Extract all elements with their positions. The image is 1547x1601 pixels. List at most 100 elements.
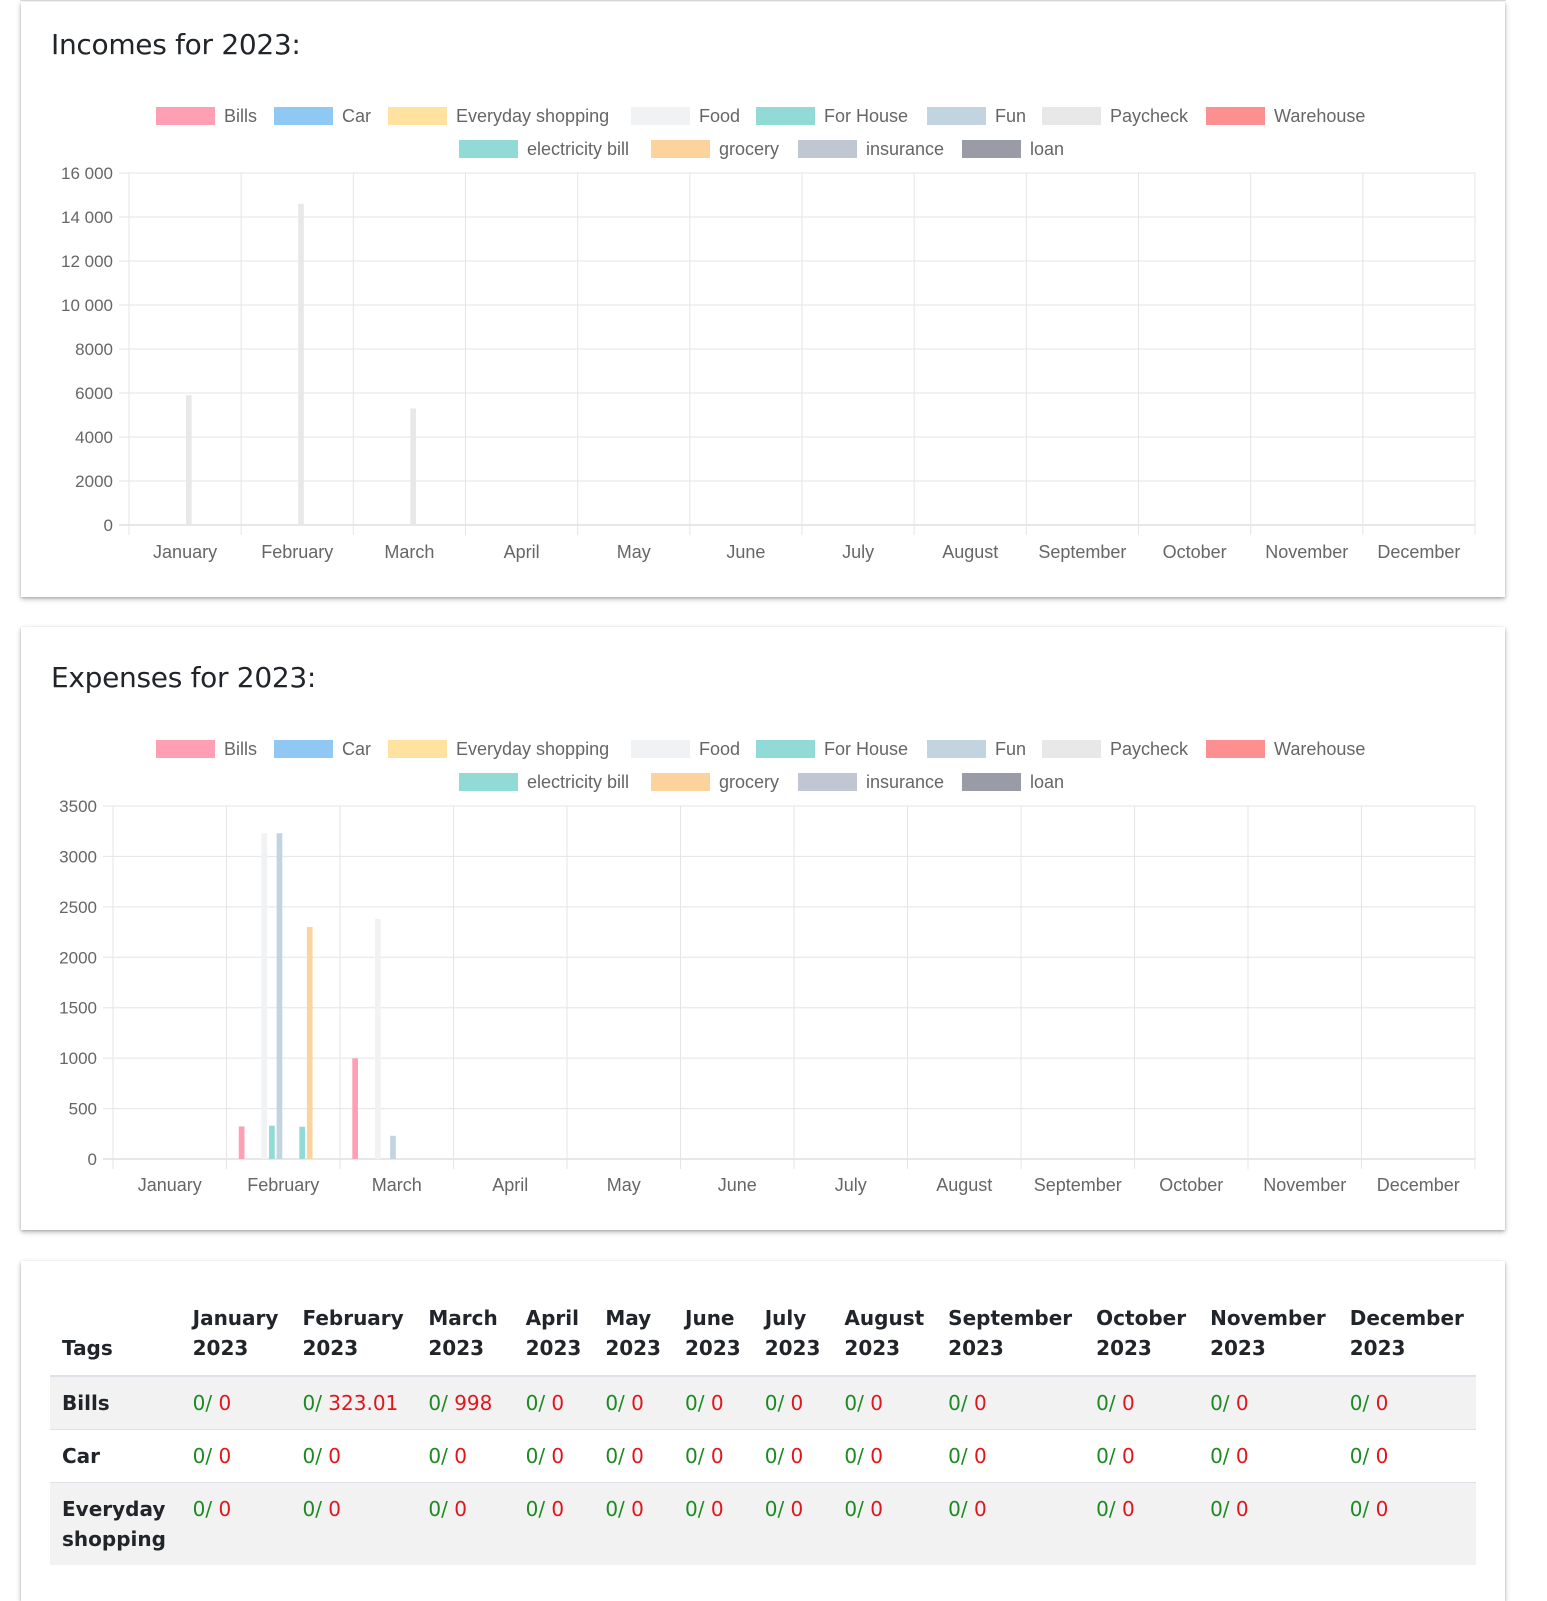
legend-item-for-house[interactable]: For House — [756, 106, 908, 126]
legend-swatch — [962, 773, 1021, 791]
legend-item-food[interactable]: Food — [631, 106, 740, 126]
header-april-2023: April 2023 — [513, 1289, 594, 1377]
month-cell: 0/ 0 — [513, 1429, 594, 1483]
expense-value: 0 — [212, 1391, 232, 1415]
legend-label: Fun — [995, 739, 1026, 759]
month-cell: 0/ 0 — [513, 1482, 594, 1565]
bars — [186, 203, 416, 526]
legend-item-insurance[interactable]: insurance — [798, 139, 944, 159]
legend-label: electricity bill — [527, 139, 629, 159]
legend-item-fun[interactable]: Fun — [927, 739, 1026, 759]
month-cell: 0/ 0 — [1084, 1375, 1199, 1430]
legend-item-warehouse[interactable]: Warehouse — [1206, 739, 1365, 759]
expense-value: 0 — [784, 1444, 804, 1468]
month-cell: 0/ 0 — [593, 1482, 674, 1565]
header-january-2023: January 2023 — [180, 1289, 291, 1377]
legend-item-loan[interactable]: loan — [962, 772, 1064, 792]
legend-label: Warehouse — [1274, 106, 1365, 126]
legend-item-fun[interactable]: Fun — [927, 106, 1026, 126]
expense-value: 0 — [1115, 1444, 1135, 1468]
legend-item-car[interactable]: Car — [274, 106, 371, 126]
month-cell: 0/ 998 — [416, 1375, 514, 1430]
legend-swatch — [631, 107, 690, 125]
legend-label: Paycheck — [1110, 106, 1189, 126]
expense-value: 0 — [1115, 1391, 1135, 1415]
bars — [238, 833, 396, 1159]
legend-item-electricity-bill[interactable]: electricity bill — [459, 772, 629, 792]
legend-item-car[interactable]: Car — [274, 739, 371, 759]
legend-item-electricity-bill[interactable]: electricity bill — [459, 139, 629, 159]
legend-item-paycheck[interactable]: Paycheck — [1042, 739, 1189, 759]
month-cell: 0/ 0 — [416, 1429, 514, 1483]
income-value: 0/ — [605, 1444, 625, 1468]
income-value: 0/ — [948, 1497, 968, 1521]
legend-swatch — [388, 107, 447, 125]
x-tick-label: June — [726, 542, 765, 562]
income-value: 0/ — [605, 1497, 625, 1521]
expense-value: 0 — [212, 1497, 232, 1521]
legend-item-everyday-shopping[interactable]: Everyday shopping — [388, 739, 609, 759]
legend-item-warehouse[interactable]: Warehouse — [1206, 106, 1365, 126]
bar-paycheck-march — [410, 408, 416, 525]
legend-item-grocery[interactable]: grocery — [651, 139, 779, 159]
expense-value: 0 — [704, 1444, 724, 1468]
x-tick-label: May — [617, 542, 651, 562]
y-tick-label: 500 — [69, 1100, 97, 1119]
expense-value: 0 — [784, 1497, 804, 1521]
header-december-2023: December 2023 — [1337, 1289, 1476, 1377]
legend-item-grocery[interactable]: grocery — [651, 772, 779, 792]
x-tick-label: November — [1265, 542, 1348, 562]
legend-item-bills[interactable]: Bills — [156, 739, 257, 759]
expense-value: 323.01 — [321, 1391, 399, 1415]
legend-item-for-house[interactable]: For House — [756, 739, 908, 759]
bar-for-house-february — [269, 1125, 275, 1159]
income-value: 0/ — [302, 1497, 322, 1521]
y-tick-label: 1000 — [59, 1049, 97, 1068]
legend-label: Bills — [224, 106, 257, 126]
income-value: 0/ — [1349, 1391, 1370, 1415]
expense-value: 0 — [624, 1497, 644, 1521]
income-value: 0/ — [1096, 1391, 1116, 1415]
header-september-2023: September 2023 — [936, 1289, 1085, 1377]
income-value: 0/ — [948, 1444, 968, 1468]
header-november-2023: November 2023 — [1198, 1289, 1338, 1377]
x-tick-label: March — [384, 542, 434, 562]
legend-swatch — [651, 140, 710, 158]
x-tick-label: February — [247, 1175, 319, 1195]
legend-item-bills[interactable]: Bills — [156, 106, 257, 126]
income-value: 0/ — [302, 1391, 322, 1415]
table-header-row: Tags January 2023 February 2023 March 2023 A… — [50, 1289, 1476, 1377]
y-tick-label: 2000 — [75, 472, 113, 491]
month-cell: 0/ 0 — [752, 1482, 833, 1565]
y-tick-label: 0 — [104, 516, 113, 535]
expense-value: 0 — [212, 1444, 232, 1468]
income-value: 0/ — [192, 1497, 213, 1521]
legend-item-food[interactable]: Food — [631, 739, 740, 759]
expense-value: 0 — [967, 1444, 987, 1468]
income-value: 0/ — [525, 1497, 546, 1521]
expense-value: 0 — [321, 1444, 342, 1468]
legend-item-paycheck[interactable]: Paycheck — [1042, 106, 1189, 126]
grid-lines: 0 2000 4000 6000 8000 10 000 12 000 14 000 16 00… — [61, 164, 1476, 535]
month-cell: 0/ 0 — [673, 1482, 753, 1565]
tag-name: Car — [50, 1429, 181, 1483]
month-cell: 0/ 0 — [673, 1429, 753, 1483]
expense-value: 0 — [1115, 1497, 1135, 1521]
legend-item-everyday-shopping[interactable]: Everyday shopping — [388, 106, 609, 126]
x-tick-label: August — [936, 1175, 992, 1195]
legend-label: grocery — [719, 772, 779, 792]
x-tick-label: March — [372, 1175, 422, 1195]
legend-item-loan[interactable]: loan — [962, 139, 1064, 159]
income-value: 0/ — [525, 1391, 546, 1415]
x-tick-label: October — [1163, 542, 1227, 562]
month-cell: 0/ 0 — [1198, 1375, 1338, 1430]
income-value: 0/ — [428, 1444, 448, 1468]
x-tick-label: December — [1377, 1175, 1460, 1195]
x-tick-label: November — [1263, 1175, 1346, 1195]
expense-value: 0 — [1229, 1391, 1249, 1415]
expense-value: 0 — [1369, 1444, 1389, 1468]
legend-item-insurance[interactable]: insurance — [798, 772, 944, 792]
month-cell: 0/ 0 — [1198, 1482, 1338, 1565]
month-cell: 0/ 0 — [752, 1429, 833, 1483]
income-value: 0/ — [302, 1444, 322, 1468]
